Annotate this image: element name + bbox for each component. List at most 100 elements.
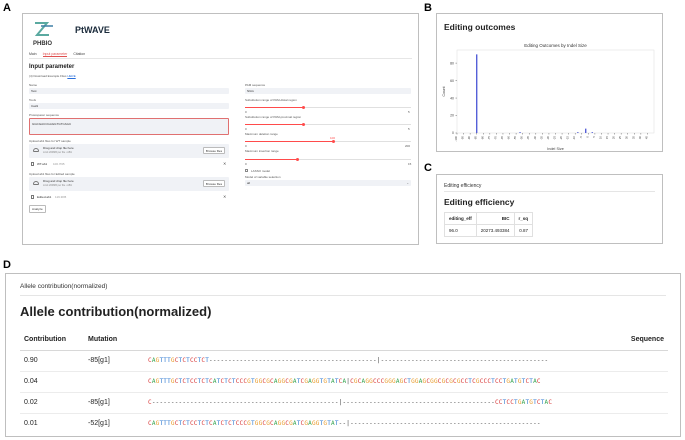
app-screenshot-panel: PHBIO PtWAVE Main Input parameter Citati… — [22, 13, 419, 245]
lasso-checkbox[interactable] — [245, 169, 248, 172]
x-tick-label: -90 — [467, 136, 471, 140]
drag-drop-text: Drag and drop file here — [43, 179, 74, 183]
name-input[interactable]: Test — [29, 88, 229, 94]
sub-end-label: Substitution range of PAM-proximal regio… — [245, 115, 302, 119]
editing-outcomes-chart: Editing Outcomes by Indel Size 0 20 40 60 80 -… — [442, 43, 655, 151]
mutation-cell: -52[g1] — [84, 412, 144, 434]
protospacer-label: Protospacer sequence — [29, 113, 60, 117]
col-editing-eff: editing_eff — [444, 212, 477, 225]
allele-table: Contribution Mutation Sequence 0.90 -85[… — [20, 330, 668, 434]
input-parameter-heading: Input parameter — [29, 64, 75, 70]
pam-label: PAM sequence — [245, 83, 266, 87]
remove-wt-file-icon[interactable]: ✕ — [223, 161, 227, 166]
table-row: 0.02 -85[g1] C--------------------------… — [20, 391, 668, 413]
x-tick-label: -25 — [553, 136, 557, 140]
x-tick-label: 15 — [605, 136, 609, 140]
x-tick-label: -55 — [513, 136, 517, 140]
divider — [20, 295, 666, 296]
panel-label-d: D — [3, 259, 11, 271]
col-mutation: Mutation — [84, 330, 144, 351]
remove-edited-file-icon[interactable]: ✕ — [223, 194, 227, 199]
x-tick-label: -15 — [566, 136, 570, 140]
bic-value: 20273.493384 — [475, 224, 515, 237]
col-r-sq: r_sq — [513, 212, 534, 225]
bar — [585, 128, 587, 133]
x-tick-label: -20 — [559, 136, 563, 140]
tab-citation[interactable]: Citation — [73, 52, 86, 56]
x-tick-label: -30 — [546, 136, 550, 140]
download-examples-link[interactable]: HERE — [67, 74, 76, 78]
col-bic: BIC — [475, 212, 515, 225]
panel-label-c: C — [424, 162, 432, 174]
x-axis-label: Indel Size — [547, 147, 564, 151]
allele-contribution-panel: Allele contribution(normalized) Allele c… — [5, 273, 681, 437]
table-row: 0.90 -85[g1] CAGTTTGCTCTCCTCT-----------… — [20, 349, 668, 371]
upload-wt-dropzone[interactable]: Drag and drop file here Limit 200MB per … — [29, 144, 229, 158]
x-tick-label: -50 — [520, 136, 524, 140]
sub-end-slider[interactable] — [245, 123, 411, 126]
col-sequence: Sequence — [144, 330, 668, 351]
x-tick-label: -45 — [526, 136, 530, 140]
chart-title: Editing Outcomes by Indel Size — [524, 43, 587, 48]
x-tick-label: -70 — [493, 136, 497, 140]
deletion-value: 100 — [330, 136, 336, 140]
y-tick-label: 20 — [450, 114, 454, 118]
x-tick-label: 30 — [625, 136, 629, 140]
upload-edited-dropzone[interactable]: Drag and drop file here Limit 200MB per … — [29, 177, 229, 191]
bar — [577, 132, 579, 133]
cloud-upload-icon — [33, 181, 39, 185]
chevron-down-icon: ⌄ — [406, 181, 409, 185]
app-tabs: Main Input parameter Citation — [29, 52, 85, 57]
mutation-cell: -85[g1] — [84, 391, 144, 413]
x-tick-label: -35 — [539, 136, 543, 140]
tools-select[interactable]: Cas9 — [29, 103, 229, 109]
sub-start-max: 5 — [408, 110, 410, 114]
editing-efficiency-subheader: Editing efficiency — [444, 183, 482, 189]
x-tick-label: 10 — [598, 136, 602, 140]
browse-files-edited-button[interactable]: Browse files — [203, 180, 225, 187]
browse-files-wt-button[interactable]: Browse files — [203, 147, 225, 154]
sub-end-min: 0 — [245, 127, 247, 131]
col-contribution: Contribution — [20, 330, 84, 351]
sub-start-slider[interactable] — [245, 106, 411, 109]
x-tick-label: 40 — [638, 136, 642, 140]
mutation-cell — [84, 370, 144, 392]
name-label: Name — [29, 83, 38, 87]
edited-file-name: Edited.ab1 — [37, 195, 52, 199]
deletion-max: 200 — [405, 144, 411, 148]
panel-label-a: A — [3, 2, 11, 14]
bar — [519, 132, 521, 133]
editing-outcomes-panel: Editing outcomes Editing Outcomes by Ind… — [436, 13, 663, 152]
limit-text: Limit 200MB per file • AB1 — [43, 184, 72, 187]
pam-input[interactable]: NGG — [245, 88, 411, 94]
insertion-slider[interactable] — [245, 158, 411, 161]
deletion-slider[interactable] — [245, 140, 411, 143]
sub-start-min: 0 — [245, 110, 247, 114]
deletion-label: Maximum deletion range — [245, 132, 278, 136]
x-tick-label: -10 — [572, 136, 576, 140]
panel-label-b: B — [424, 2, 432, 14]
x-tick-label: 20 — [612, 136, 616, 140]
mutation-cell: -85[g1] — [84, 349, 144, 371]
sequence-cell: CAGTTTGCTCTCCTCTCATCTCTCCCGTGGCGCAGGCGAT… — [144, 370, 668, 392]
editing-eff-value: 96.0 — [444, 224, 477, 237]
tab-input-parameter[interactable]: Input parameter — [42, 52, 68, 57]
efficiency-table: editing_eff BIC r_sq 96.0 20273.493384 0… — [444, 212, 534, 237]
protospacer-textarea[interactable]: GGCGACCGAGGTGTCAGC — [29, 118, 229, 135]
allele-contribution-heading: Allele contribution(normalized) — [20, 304, 212, 319]
x-tick-label: -100 — [454, 136, 458, 142]
editing-efficiency-heading: Editing efficiency — [444, 197, 515, 207]
x-tick-label: -40 — [533, 136, 537, 140]
limit-text: Limit 200MB per file • AB1 — [43, 151, 72, 154]
analyze-button[interactable]: Analyze — [29, 205, 46, 213]
download-examples-text: (4) Download Example Files HERE — [29, 74, 76, 78]
tab-main[interactable]: Main — [29, 52, 37, 56]
contribution-cell: 0.04 — [20, 370, 84, 392]
upload-edited-label: Upload ab1 files for Edited sample — [29, 172, 75, 176]
sequence-cell: CAGTTTGCTCTCCTCTCATCTCTCCCGTGGCGCAGGCGAT… — [144, 412, 668, 434]
editing-outcomes-heading: Editing outcomes — [444, 22, 516, 32]
y-tick-label: 80 — [450, 61, 454, 65]
x-tick-label: -60 — [507, 136, 511, 140]
x-tick-label: -65 — [500, 136, 504, 140]
model-select[interactable]: all ⌄ — [245, 180, 411, 186]
